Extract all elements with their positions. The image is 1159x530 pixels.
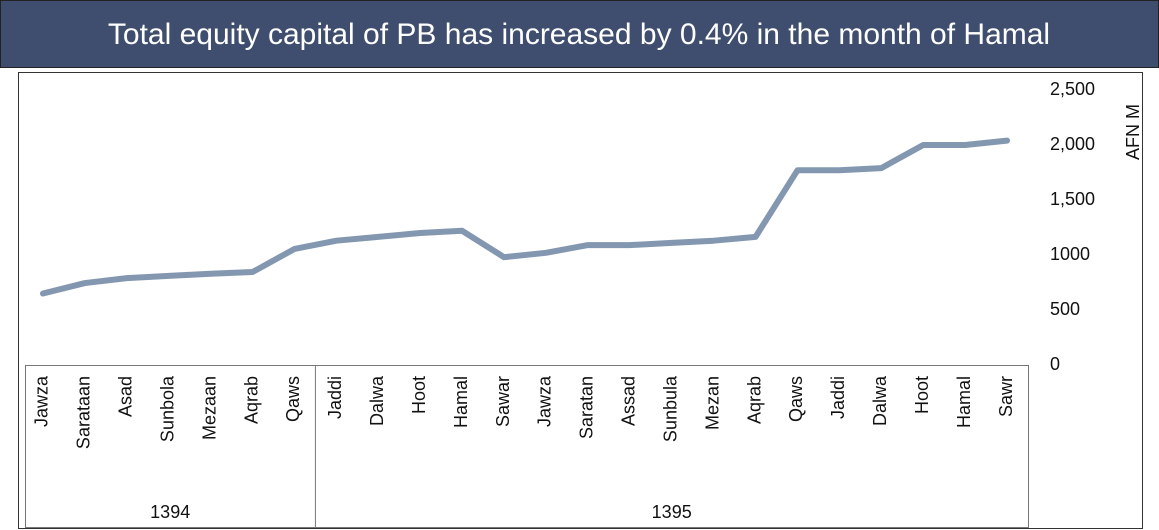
y-tick-label: 1000 — [1050, 244, 1090, 264]
y-tick-label: 2,000 — [1050, 134, 1095, 154]
y-tick-label: 1,500 — [1050, 189, 1095, 209]
x-tick-label: Jawza — [535, 375, 555, 427]
y-axis-label: AFN M — [1123, 104, 1143, 160]
x-tick-label: Aqrab — [241, 376, 261, 424]
x-tick-label: Aqrab — [744, 376, 764, 424]
x-tick-label: Sawr — [996, 376, 1016, 417]
x-tick-label: Hoot — [912, 376, 932, 414]
x-tick-label: Sarataan — [74, 376, 94, 449]
x-tick-label: Jawza — [32, 375, 52, 427]
y-tick-label: 0 — [1050, 354, 1060, 374]
x-tick-label: Jaddi — [828, 376, 848, 419]
x-tick-label: Assad — [619, 376, 639, 426]
x-tick-label: Mezan — [702, 376, 722, 430]
x-tick-label: Hamal — [451, 376, 471, 428]
line — [39, 137, 1011, 297]
chart-title: Total equity capital of PB has increased… — [108, 18, 1050, 51]
x-tick-label: Mezaan — [199, 376, 219, 440]
x-tick-label: Dalwa — [367, 375, 387, 426]
title-bar — [0, 0, 1159, 68]
category-box — [25, 365, 1029, 528]
group-label: 1394 — [150, 502, 190, 522]
x-tick-label: Qaws — [786, 376, 806, 422]
chart-border — [18, 72, 1143, 529]
x-tick-label: Hoot — [409, 376, 429, 414]
x-tick-label: Sawar — [493, 376, 513, 427]
x-tick-label: Jaddi — [325, 376, 345, 419]
x-tick-label: Asad — [116, 376, 136, 417]
x-tick-label: Dalwa — [870, 375, 890, 426]
y-tick-label: 500 — [1050, 299, 1080, 319]
y-tick-label: 2,500 — [1050, 79, 1095, 99]
x-tick-label: Sunbola — [157, 375, 177, 442]
group-label: 1395 — [652, 502, 692, 522]
x-tick-label: Saratan — [577, 376, 597, 439]
x-tick-label: Qaws — [283, 376, 303, 422]
x-tick-label: Sunbula — [660, 375, 680, 442]
x-tick-label: Hamal — [954, 376, 974, 428]
